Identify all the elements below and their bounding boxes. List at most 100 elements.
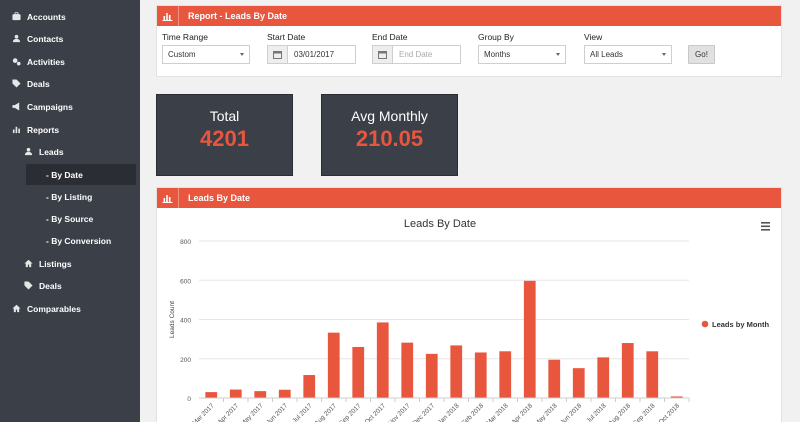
stat-avg-value: 210.05 <box>355 126 424 151</box>
report-panel-header: Report - Leads By Date <box>157 6 781 26</box>
time-range-value: Custom <box>168 50 196 59</box>
legend-marker[interactable] <box>701 320 709 328</box>
bar[interactable] <box>376 322 389 398</box>
stat-total-value: 4201 <box>200 126 249 151</box>
view-select[interactable]: All Leads <box>584 45 672 64</box>
sidebar-item-label: - By Date <box>46 169 83 180</box>
sidebar-item-contacts[interactable]: Contacts <box>0 28 140 49</box>
x-tick-label: Apr 2017 <box>217 402 241 422</box>
report-panel: Report - Leads By Date Time Range Custom… <box>156 5 782 77</box>
sidebar-item-label: Comparables <box>27 303 81 314</box>
bar[interactable] <box>523 280 536 398</box>
x-tick-label: Sep 2018 <box>632 402 657 422</box>
sidebar-item-leads[interactable]: Leads <box>0 141 140 162</box>
chevron-down-icon <box>240 53 244 56</box>
bar[interactable] <box>278 389 291 398</box>
sidebar-item-by-date[interactable]: - By Date <box>26 164 136 185</box>
bar[interactable] <box>352 346 365 398</box>
sidebar-item-listings[interactable]: Listings <box>0 253 140 274</box>
bar[interactable] <box>205 392 218 398</box>
start-date-value: 03/01/2017 <box>294 50 335 59</box>
x-tick-label: May 2018 <box>534 402 559 422</box>
y-tick-label: 800 <box>180 239 191 246</box>
sidebar-item-deals-sub[interactable]: Deals <box>0 275 140 296</box>
legend-label[interactable]: Leads by Month <box>712 320 770 329</box>
stat-avg-monthly: Avg Monthly 210.05 <box>321 94 458 176</box>
sidebar-item-label: - By Listing <box>46 191 93 202</box>
x-tick-label: Jul 2018 <box>585 402 608 422</box>
sidebar-item-by-source[interactable]: - By Source <box>26 208 136 229</box>
sidebar-item-label: Accounts <box>27 11 66 22</box>
y-tick-label: 200 <box>180 357 191 364</box>
y-axis-label: Leads Count <box>169 301 176 338</box>
bar[interactable] <box>401 342 414 398</box>
group-by-label: Group By <box>478 32 514 42</box>
chart-menu-icon[interactable] <box>761 225 770 228</box>
tags-icon <box>11 79 21 89</box>
sidebar-item-by-conversion[interactable]: - By Conversion <box>26 230 136 251</box>
sidebar-item-by-listing[interactable]: - By Listing <box>26 186 136 207</box>
sidebar-item-accounts[interactable]: Accounts <box>0 6 140 27</box>
stat-total: Total 4201 <box>156 94 293 176</box>
group-by-value: Months <box>484 50 511 59</box>
sidebar-item-campaigns[interactable]: Campaigns <box>0 96 140 117</box>
chart-panel-title: Leads By Date <box>188 193 251 203</box>
chart-menu-icon[interactable] <box>761 222 770 224</box>
x-tick-label: Apr 2018 <box>511 402 535 422</box>
group-by-select[interactable]: Months <box>478 45 566 64</box>
x-tick-label: Mar 2018 <box>485 402 510 422</box>
x-tick-label: Feb 2018 <box>461 402 486 422</box>
bar[interactable] <box>229 389 242 398</box>
sidebar-item-reports[interactable]: Reports <box>0 119 140 140</box>
x-tick-label: Jul 2017 <box>291 402 314 422</box>
chart-menu-icon[interactable] <box>761 229 770 231</box>
calendar-icon[interactable] <box>268 46 288 63</box>
sidebar-item-activities[interactable]: Activities <box>0 51 140 72</box>
bar[interactable] <box>597 357 610 398</box>
calendar-icon[interactable] <box>373 46 393 63</box>
bar[interactable] <box>646 351 659 398</box>
time-range-select[interactable]: Custom <box>162 45 250 64</box>
stat-avg-label: Avg Monthly <box>351 108 428 124</box>
bar[interactable] <box>499 351 512 398</box>
tags-icon <box>23 281 33 291</box>
end-date-field[interactable]: End Date <box>372 45 461 64</box>
bar[interactable] <box>670 396 683 398</box>
bar[interactable] <box>621 343 634 398</box>
bar[interactable] <box>572 368 585 398</box>
go-button[interactable]: Go! <box>688 45 715 64</box>
home-icon <box>23 259 33 269</box>
start-date-field[interactable]: 03/01/2017 <box>267 45 356 64</box>
x-tick-label: May 2017 <box>240 402 265 422</box>
bar[interactable] <box>450 345 463 398</box>
bar[interactable] <box>303 375 316 398</box>
home-icon <box>11 304 21 314</box>
chart-panel: Leads By Date <box>156 187 782 422</box>
sidebar-item-label: Activities <box>27 56 65 67</box>
bar[interactable] <box>327 332 340 398</box>
sidebar-item-deals[interactable]: Deals <box>0 73 140 94</box>
briefcase-icon <box>11 12 21 22</box>
bar[interactable] <box>425 353 438 398</box>
sidebar-item-label: Contacts <box>27 33 64 44</box>
y-tick-label: 400 <box>180 318 191 325</box>
bar-chart-icon <box>157 6 179 26</box>
x-tick-label: Oct 2017 <box>364 402 388 422</box>
users-icon <box>11 34 21 44</box>
gears-icon <box>11 57 21 67</box>
x-tick-label: Aug 2017 <box>314 402 339 422</box>
chart-title: Leads By Date <box>404 218 476 230</box>
x-tick-label: Aug 2018 <box>608 402 633 422</box>
sidebar-item-label: - By Source <box>46 213 94 224</box>
sidebar-item-comparables[interactable]: Comparables <box>0 298 140 319</box>
bar[interactable] <box>254 391 267 398</box>
y-tick-label: 600 <box>180 278 191 285</box>
y-tick-label: 0 <box>187 396 191 403</box>
bar-chart-icon <box>157 188 179 208</box>
x-tick-label: Mar 2017 <box>191 402 216 422</box>
leads-by-date-chart: Leads By Date 0 200 400 600 800 Leads Count Mar… <box>169 218 770 422</box>
stat-total-label: Total <box>209 108 240 124</box>
bar[interactable] <box>548 359 561 398</box>
bar[interactable] <box>474 352 487 398</box>
end-date-placeholder: End Date <box>399 50 433 59</box>
